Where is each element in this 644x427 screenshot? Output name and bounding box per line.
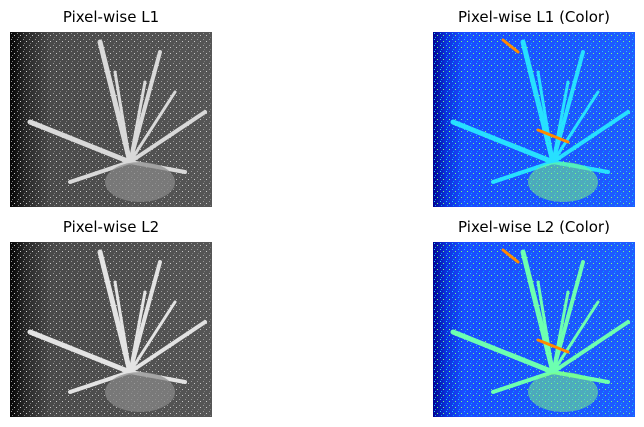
- panel-title-l1: Pixel-wise L1: [62, 8, 160, 26]
- l1-color-image: [433, 32, 635, 207]
- l2-grayscale-image: [10, 242, 212, 417]
- l2-color-image: [433, 242, 635, 417]
- panel-title-l2-color: Pixel-wise L2 (Color): [458, 218, 610, 236]
- panel-title-l1-color: Pixel-wise L1 (Color): [458, 8, 610, 26]
- l1-grayscale-image: [10, 32, 212, 207]
- panel-title-l2: Pixel-wise L2: [62, 218, 160, 236]
